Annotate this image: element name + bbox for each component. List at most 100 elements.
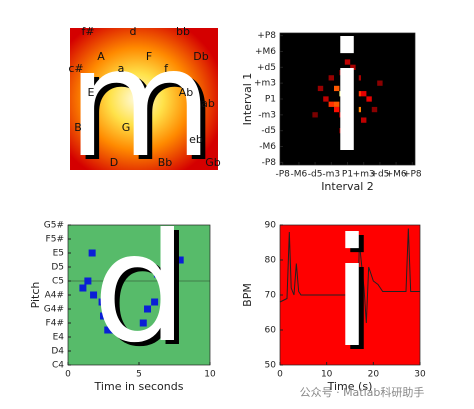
y-tick-label: -M6 <box>259 142 276 152</box>
cell <box>323 96 329 102</box>
y-tick-label: A4# <box>45 291 64 301</box>
note <box>153 270 161 278</box>
overlay-shadow: i <box>331 16 373 190</box>
note <box>84 277 92 285</box>
y-tick-label: G4# <box>44 305 64 315</box>
cell <box>334 106 340 113</box>
watermark: 公众号 · Matlab科研助手 <box>300 385 425 399</box>
note <box>117 326 125 334</box>
x-axis-label: Time (s) <box>327 380 373 393</box>
overlay-letter: d <box>92 202 187 376</box>
key-label: Bb <box>158 156 173 169</box>
cell <box>361 91 367 97</box>
y-tick-label: +M6 <box>255 47 276 57</box>
key-label: bb <box>176 25 190 38</box>
cell <box>328 101 334 107</box>
axes-box <box>279 224 421 366</box>
x-tick-label: -M6 <box>291 170 308 180</box>
x-tick-label: 5 <box>136 370 142 380</box>
cell <box>371 106 378 113</box>
x-tick-label: 10 <box>321 370 333 380</box>
y-tick-label: F5# <box>46 235 64 245</box>
y-axis-label: Pitch <box>29 282 42 309</box>
key-label: Db <box>193 50 208 63</box>
note <box>151 298 159 306</box>
note <box>109 326 117 334</box>
x-tick-label: P1 <box>342 170 353 180</box>
key-label: f <box>164 62 169 75</box>
x-tick-label: 0 <box>65 370 71 380</box>
y-tick-label: 50 <box>265 361 277 371</box>
axes-box <box>279 32 416 166</box>
overlay-letter: i <box>326 12 368 186</box>
key-label: B <box>74 121 82 134</box>
y-tick-label: -d5 <box>261 126 276 136</box>
y-tick-label: E4 <box>53 333 65 343</box>
cell <box>344 59 351 65</box>
key-label: F <box>146 50 152 63</box>
x-tick-label: 0 <box>277 370 283 380</box>
key-label: G <box>122 121 131 134</box>
note <box>144 305 152 313</box>
key-label: Gb <box>205 156 221 169</box>
cell <box>328 75 334 81</box>
overlay-shadow: i <box>336 211 378 385</box>
cell <box>339 91 345 97</box>
y-tick-label: +d5 <box>257 63 276 73</box>
cell <box>355 91 361 97</box>
y-tick-label: -P8 <box>262 158 277 168</box>
x-tick-label: 10 <box>204 370 216 380</box>
cell <box>350 122 356 129</box>
y-tick-label: P1 <box>265 95 276 105</box>
x-tick-label: -m3 <box>322 170 340 180</box>
x-tick-label: 20 <box>368 370 380 380</box>
cell <box>339 112 345 118</box>
cell <box>317 85 324 92</box>
key-label: E <box>88 86 95 99</box>
cell <box>366 96 372 102</box>
cell <box>350 64 356 70</box>
note <box>88 249 96 257</box>
overlay-shadow: m <box>72 21 218 195</box>
y-tick-label: C5 <box>52 277 64 287</box>
overlay-letter: i <box>331 207 373 381</box>
cell <box>334 101 340 107</box>
key-label: c# <box>68 62 83 75</box>
x-tick-label: -P8 <box>275 170 290 180</box>
cell <box>334 85 340 92</box>
axes-box <box>67 224 211 366</box>
y-tick-label: C4 <box>52 361 64 371</box>
cell <box>355 75 361 81</box>
cell <box>339 128 345 134</box>
key-label: ab <box>201 97 215 110</box>
note <box>100 312 107 320</box>
y-tick-label: +P8 <box>257 31 276 41</box>
y-tick-label: 80 <box>265 256 277 266</box>
key-label: d <box>130 25 137 38</box>
overlay-letter: m <box>67 17 213 191</box>
cell <box>350 101 356 107</box>
x-axis-label: Interval 2 <box>321 180 374 193</box>
cell <box>361 117 367 123</box>
cell <box>344 117 351 123</box>
y-tick-label: 70 <box>265 291 277 301</box>
key-label: A <box>97 50 105 63</box>
note <box>79 284 87 292</box>
x-tick-label: +M6 <box>386 170 407 180</box>
overlay-shadow: d <box>97 206 192 380</box>
key-map <box>70 28 218 170</box>
y-tick-label: D4 <box>51 347 64 357</box>
key-label: a <box>118 62 125 75</box>
x-tick-label: -d5 <box>308 170 323 180</box>
y-tick-label: 90 <box>265 221 277 231</box>
y-tick-label: +m3 <box>254 79 276 89</box>
note <box>139 319 147 327</box>
x-tick-label: +P8 <box>403 170 422 180</box>
x-tick-label: +d5 <box>370 170 389 180</box>
note <box>98 298 106 306</box>
y-tick-label: D5 <box>51 263 64 273</box>
x-tick-label: 30 <box>414 370 426 380</box>
key-label: D <box>110 156 118 169</box>
note <box>163 242 171 250</box>
